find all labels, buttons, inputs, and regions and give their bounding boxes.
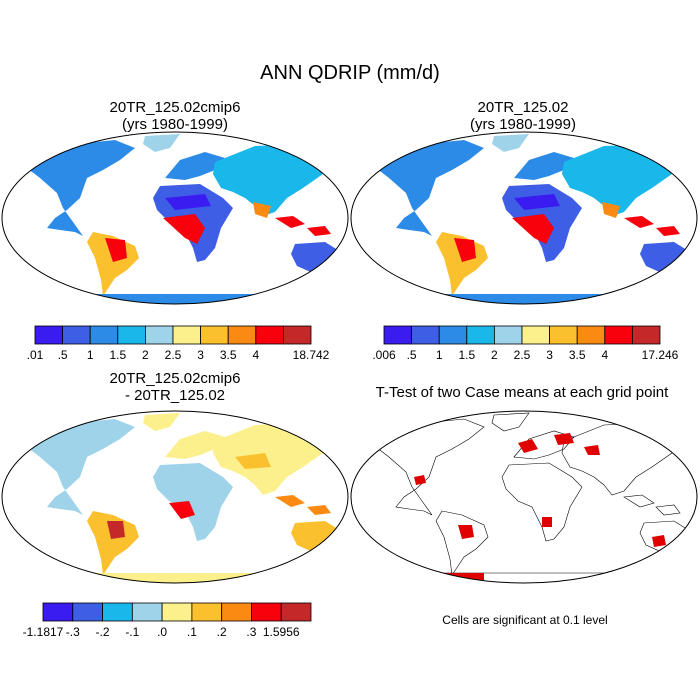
panel-case2-title: 20TR_125.02 (yrs 1980-1999)	[378, 99, 668, 133]
colorbar-tick-label: .006	[372, 348, 396, 362]
map-panel-case1	[1, 131, 349, 305]
colorbar-swatch	[521, 325, 551, 345]
colorbar-swatch	[144, 325, 174, 345]
colorbar-swatch	[117, 325, 146, 345]
colorbar-swatch	[172, 325, 202, 345]
colorbar-swatch	[34, 325, 64, 345]
colorbar-tick-label: 1	[436, 348, 443, 362]
colorbar-tick-label: .01	[27, 348, 44, 362]
colorbar-tick-label: -1.1817	[23, 625, 64, 639]
colorbar-swatch	[383, 325, 413, 345]
colorbar-tick-label: -.2	[96, 625, 110, 639]
colorbar-tick-label: 2	[491, 348, 498, 362]
colorbar-swatch	[493, 325, 523, 345]
colorbar-tick-label: .0	[157, 625, 167, 639]
figure-title: ANN QDRIP (mm/d)	[260, 62, 440, 84]
colorbar-swatch	[255, 325, 284, 345]
map-panel-case2	[350, 131, 698, 305]
colorbar-tick-label: 2	[142, 348, 149, 362]
panel-case2-title-line1: 20TR_125.02	[477, 99, 569, 116]
colorbar-swatch	[200, 325, 229, 345]
colorbar-swatch	[72, 602, 103, 622]
colorbar-swatch	[251, 602, 282, 622]
map-panel-ttest	[350, 410, 698, 584]
colorbar-swatch	[604, 325, 633, 345]
colorbar-case2: .006 .5 1 1.5 2 2.5 3 3.5 4 17.246	[372, 325, 679, 362]
colorbar-tick-label: 18.742	[293, 348, 330, 362]
colorbar-swatch	[191, 602, 223, 622]
colorbar-swatch	[576, 325, 606, 345]
colorbar-tick-label: 1	[87, 348, 94, 362]
colorbar-tick-label: 1.5956	[263, 625, 300, 639]
panel-ttest-title: T-Test of two Case means at each grid po…	[375, 384, 669, 401]
colorbar-swatch	[282, 325, 312, 345]
colorbar-swatch	[102, 602, 133, 622]
colorbar-tick-label: .5	[407, 348, 417, 362]
colorbar-swatch	[411, 325, 440, 345]
panel-diff-title-line2: - 20TR_125.02	[124, 387, 226, 404]
colorbar-diff: -1.1817 -.3 -.2 -.1 .0 .1 .2 .3 1.5956	[23, 602, 312, 639]
panel-case2-title-line2: (yrs 1980-1999)	[470, 116, 576, 133]
colorbar-tick-label: 3	[546, 348, 553, 362]
panel-case1-title-line2: (yrs 1980-1999)	[122, 116, 228, 133]
colorbar-tick-label: 3	[197, 348, 204, 362]
colorbar-tick-label: -.3	[66, 625, 80, 639]
colorbar-swatch	[62, 325, 91, 345]
colorbar-tick-label: -.1	[125, 625, 139, 639]
colorbar-tick-label: .2	[217, 625, 227, 639]
colorbar-tick-label: 1.5	[109, 348, 126, 362]
colorbar-tick-label: 17.246	[642, 348, 679, 362]
colorbar-tick-label: 4	[601, 348, 608, 362]
panel-case1-title-line1: 20TR_125.02cmip6	[109, 99, 241, 116]
panel-case1-title: 20TR_125.02cmip6 (yrs 1980-1999)	[30, 99, 320, 133]
colorbar-swatch	[131, 602, 163, 622]
colorbar-tick-label: 3.5	[220, 348, 237, 362]
colorbar-swatch	[438, 325, 468, 345]
colorbar-tick-label: .1	[187, 625, 197, 639]
colorbar-tick-label: 4	[252, 348, 259, 362]
colorbar-swatch	[632, 325, 661, 345]
colorbar-tick-label: 3.5	[569, 348, 586, 362]
colorbar-swatch	[549, 325, 578, 345]
colorbar-swatch	[280, 602, 312, 622]
colorbar-swatch	[89, 325, 119, 345]
colorbar-swatch	[161, 602, 193, 622]
colorbar-tick-label: 1.5	[458, 348, 475, 362]
colorbar-tick-label: 2.5	[514, 348, 531, 362]
colorbar-tick-label: .3	[246, 625, 256, 639]
panel-diff-title: 20TR_125.02cmip6 - 20TR_125.02	[30, 370, 320, 404]
colorbar-swatch	[42, 602, 74, 622]
panel-diff-title-line1: 20TR_125.02cmip6	[109, 370, 241, 387]
colorbar-swatch	[227, 325, 257, 345]
significance-note: Cells are significant at 0.1 level	[442, 613, 608, 627]
colorbar-case1: .01 .5 1 1.5 2 2.5 3 3.5 4 18.742	[27, 325, 330, 362]
colorbar-swatch	[466, 325, 495, 345]
colorbar-tick-label: 2.5	[165, 348, 182, 362]
map-panel-diff	[1, 410, 349, 584]
colorbar-swatch	[221, 602, 252, 622]
colorbar-tick-label: .5	[58, 348, 68, 362]
